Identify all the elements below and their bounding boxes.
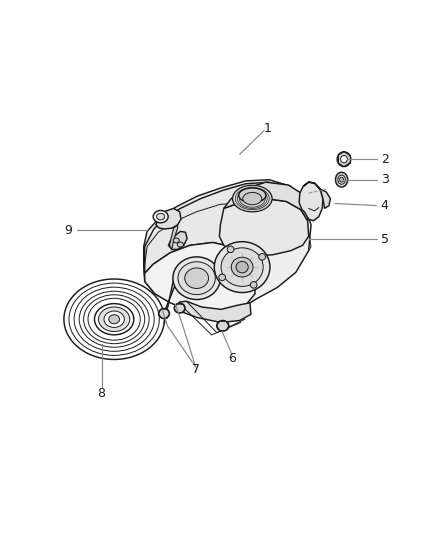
- Polygon shape: [156, 208, 181, 229]
- Polygon shape: [224, 182, 309, 221]
- Polygon shape: [219, 199, 309, 256]
- Ellipse shape: [95, 304, 134, 335]
- Ellipse shape: [153, 211, 168, 223]
- Text: 4: 4: [381, 199, 389, 212]
- Polygon shape: [299, 182, 323, 221]
- Ellipse shape: [259, 254, 265, 260]
- Ellipse shape: [178, 262, 215, 295]
- Polygon shape: [176, 301, 251, 322]
- Polygon shape: [145, 243, 255, 314]
- Ellipse shape: [104, 311, 124, 327]
- Ellipse shape: [250, 281, 257, 288]
- Ellipse shape: [239, 188, 266, 203]
- Ellipse shape: [159, 309, 170, 318]
- Ellipse shape: [185, 268, 208, 288]
- Ellipse shape: [219, 274, 226, 281]
- Polygon shape: [145, 182, 307, 273]
- Ellipse shape: [177, 242, 184, 247]
- Ellipse shape: [174, 303, 185, 313]
- Ellipse shape: [231, 257, 253, 277]
- Text: 9: 9: [64, 224, 72, 237]
- Ellipse shape: [233, 185, 272, 212]
- Ellipse shape: [221, 248, 263, 286]
- Polygon shape: [144, 180, 311, 313]
- Ellipse shape: [338, 175, 345, 184]
- Ellipse shape: [173, 257, 220, 300]
- Text: 2: 2: [381, 152, 389, 166]
- Text: 7: 7: [191, 363, 200, 376]
- Polygon shape: [170, 225, 178, 249]
- Ellipse shape: [214, 241, 270, 293]
- Ellipse shape: [109, 314, 120, 324]
- Ellipse shape: [173, 238, 179, 243]
- Polygon shape: [169, 231, 187, 249]
- Text: 6: 6: [228, 352, 236, 365]
- Ellipse shape: [64, 279, 164, 359]
- Ellipse shape: [337, 152, 351, 166]
- Ellipse shape: [99, 307, 130, 332]
- Ellipse shape: [236, 261, 248, 273]
- Ellipse shape: [217, 320, 229, 331]
- Ellipse shape: [227, 246, 234, 253]
- Text: 3: 3: [381, 173, 389, 186]
- Polygon shape: [303, 182, 330, 208]
- Ellipse shape: [341, 156, 347, 163]
- Ellipse shape: [157, 213, 165, 220]
- Text: 5: 5: [381, 233, 389, 246]
- Ellipse shape: [339, 177, 344, 182]
- Text: 1: 1: [264, 122, 272, 135]
- Ellipse shape: [336, 172, 348, 187]
- Ellipse shape: [243, 192, 262, 205]
- Text: 8: 8: [98, 386, 106, 400]
